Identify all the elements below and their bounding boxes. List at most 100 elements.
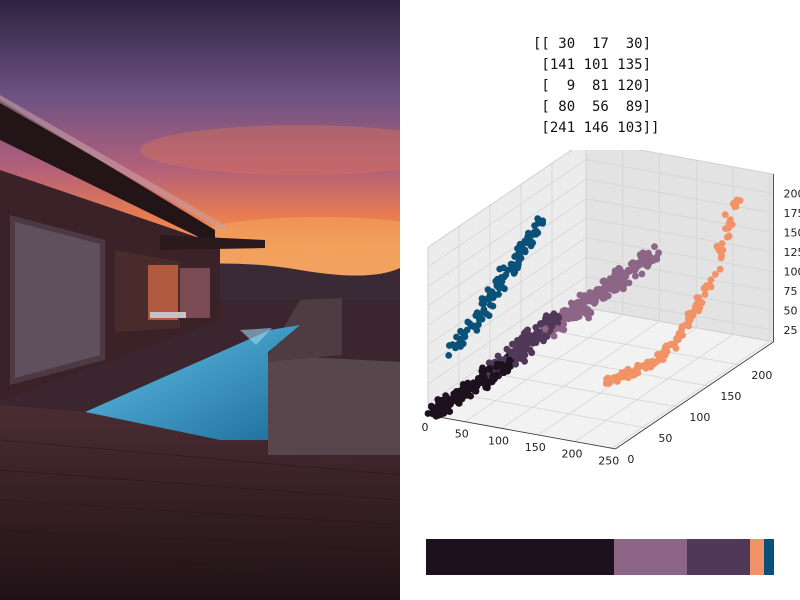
data-point: [718, 240, 726, 247]
y-tick-label: 0: [627, 453, 634, 466]
data-point: [716, 247, 723, 254]
data-point: [487, 290, 494, 298]
pool: [85, 325, 300, 440]
z-tick-label: 175: [784, 207, 800, 220]
data-point: [604, 378, 611, 386]
data-point: [563, 307, 570, 315]
data-point: [481, 379, 489, 387]
data-point: [464, 389, 472, 397]
data-point: [707, 276, 715, 284]
z-tick-label: 50: [784, 305, 798, 318]
x-tick-label: 0: [422, 421, 429, 434]
data-point: [729, 200, 737, 207]
z-tick-label: 150: [784, 227, 800, 240]
data-point: [532, 324, 540, 331]
grid-line: [427, 276, 774, 385]
grid-line: [464, 150, 624, 422]
data-point: [632, 272, 639, 280]
data-point: [613, 270, 621, 278]
axis-panes: [426, 150, 775, 450]
data-point: [525, 229, 532, 237]
cluster-centers-matrix: [[ 30 17 30] [141 101 135] [ 9 81 120] […: [533, 34, 659, 139]
z-tick-label: 75: [784, 285, 798, 298]
tick-labels: 0 50 100 150 200 250 0 50 100 150 200 25 50 75 100 125 1…: [422, 188, 800, 468]
data-point: [625, 371, 633, 379]
data-point: [649, 257, 657, 264]
pool-wall: [268, 355, 400, 455]
data-point: [518, 348, 526, 356]
data-point: [512, 360, 519, 368]
grid-line: [427, 159, 774, 268]
data-point: [620, 285, 627, 293]
matrix-row: [141 101 135]: [533, 57, 652, 73]
data-point: [489, 373, 496, 380]
data-point: [625, 279, 633, 287]
data-point: [660, 347, 668, 355]
data-point: [677, 329, 685, 337]
data-point: [602, 282, 610, 290]
grid-line: [538, 160, 697, 436]
data-point: [476, 376, 483, 384]
data-point: [654, 351, 661, 358]
y-tick-label: 50: [658, 432, 672, 445]
data-point: [642, 364, 650, 372]
data-point: [567, 299, 575, 307]
matrix-row: [ 80 56 89]: [533, 99, 652, 115]
data-point: [450, 392, 458, 400]
data-point: [610, 287, 618, 294]
matrix-row: [241 146 103]]: [533, 120, 660, 136]
data-point: [493, 363, 500, 371]
data-point: [644, 262, 651, 270]
data-point: [618, 371, 625, 379]
data-point: [716, 265, 724, 273]
data-point: [494, 352, 502, 360]
x-tick-label: 200: [562, 448, 583, 461]
y-tick-label: 100: [689, 411, 710, 424]
grid-line: [427, 217, 774, 326]
data-point: [516, 240, 524, 248]
data-point: [485, 296, 492, 303]
data-point: [528, 337, 536, 345]
grid-line: [611, 173, 771, 449]
data-point: [452, 344, 459, 352]
data-point: [502, 367, 509, 375]
grid-line: [501, 153, 661, 429]
data-point: [432, 412, 440, 420]
data-point: [712, 270, 719, 278]
y-tick-label: 150: [720, 390, 741, 403]
y-tick-label: 200: [751, 369, 772, 382]
palette-swatch: [763, 539, 774, 575]
data-point: [570, 312, 578, 320]
scatter-points: [424, 196, 744, 420]
x-tick-label: 100: [488, 434, 509, 447]
data-point: [700, 285, 708, 292]
data-point: [521, 357, 528, 365]
data-point: [424, 410, 432, 417]
data-point: [638, 270, 646, 278]
data-point: [442, 404, 449, 412]
data-point: [496, 265, 504, 273]
data-point: [681, 321, 689, 329]
data-point: [492, 277, 500, 285]
data-point: [673, 335, 680, 342]
data-point: [486, 365, 494, 372]
data-point: [644, 256, 652, 264]
data-point: [482, 310, 490, 318]
data-point: [725, 219, 733, 227]
data-point: [631, 261, 639, 269]
x-tick-label: 50: [455, 428, 469, 441]
z-tick-label: 200: [784, 188, 800, 201]
grid-line: [427, 178, 774, 287]
data-point: [526, 346, 534, 354]
data-point: [522, 340, 530, 347]
data-point: [613, 277, 621, 284]
data-point: [539, 319, 547, 327]
data-point: [479, 299, 486, 307]
x-tick-label: 150: [525, 441, 546, 454]
data-point: [445, 352, 453, 359]
data-point: [632, 366, 640, 373]
z-tick-label: 25: [784, 324, 798, 337]
data-point: [453, 333, 460, 341]
data-point: [725, 233, 733, 240]
data-point: [606, 275, 614, 282]
